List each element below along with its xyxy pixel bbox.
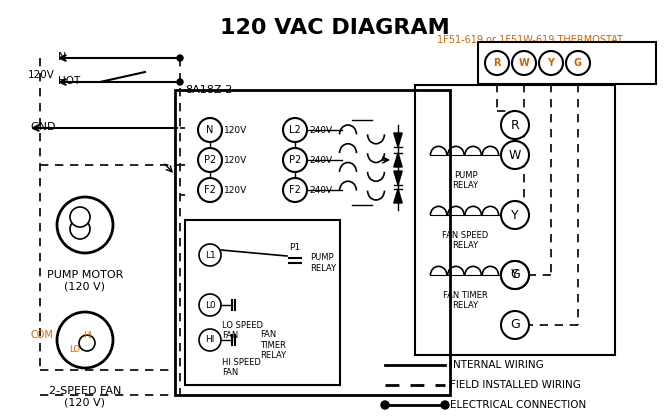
Text: 1F51-619 or 1F51W-619 THERMOSTAT: 1F51-619 or 1F51W-619 THERMOSTAT [437, 35, 623, 45]
Polygon shape [394, 171, 402, 185]
Circle shape [198, 178, 222, 202]
Circle shape [57, 197, 113, 253]
Circle shape [70, 219, 90, 239]
Text: FAN SPEED
RELAY: FAN SPEED RELAY [442, 231, 488, 251]
Circle shape [501, 311, 529, 339]
Text: G: G [574, 58, 582, 68]
Text: PUMP MOTOR
(120 V): PUMP MOTOR (120 V) [47, 270, 123, 292]
Bar [415, 85, 615, 355]
Text: 240V: 240V [309, 155, 332, 165]
Text: COM: COM [30, 330, 53, 340]
Circle shape [199, 244, 221, 266]
Polygon shape [394, 153, 402, 167]
Text: G: G [510, 269, 520, 282]
Circle shape [441, 401, 449, 409]
Text: N: N [206, 125, 214, 135]
Text: 120V: 120V [224, 126, 247, 134]
Text: P2: P2 [204, 155, 216, 165]
Polygon shape [394, 189, 402, 203]
Text: 120V: 120V [28, 70, 55, 80]
Bar [185, 220, 340, 385]
Circle shape [381, 401, 389, 409]
Text: 120V: 120V [224, 186, 247, 194]
Text: LO: LO [70, 346, 80, 354]
Circle shape [177, 55, 183, 61]
Text: R: R [493, 58, 500, 68]
Text: P2: P2 [289, 155, 301, 165]
Circle shape [501, 261, 529, 289]
Text: HI: HI [205, 336, 214, 344]
Polygon shape [394, 133, 402, 147]
Text: N: N [58, 52, 66, 62]
Circle shape [501, 111, 529, 139]
Circle shape [501, 201, 529, 229]
Text: P1: P1 [289, 243, 301, 252]
Circle shape [539, 51, 563, 75]
Text: 240V: 240V [309, 126, 332, 134]
Circle shape [199, 329, 221, 351]
Text: 8A18Z-2: 8A18Z-2 [185, 85, 232, 95]
Text: GND: GND [30, 122, 56, 132]
Bar [175, 90, 450, 395]
Circle shape [177, 79, 183, 85]
Text: F2: F2 [289, 185, 301, 195]
Text: PUMP
RELAY: PUMP RELAY [310, 253, 336, 273]
Text: W: W [509, 148, 521, 161]
Circle shape [70, 207, 90, 227]
Text: LO SPEED
FAN: LO SPEED FAN [222, 321, 263, 340]
Text: PUMP
RELAY: PUMP RELAY [452, 171, 478, 190]
Text: FIELD INSTALLED WIRING: FIELD INSTALLED WIRING [450, 380, 581, 390]
Circle shape [57, 312, 113, 368]
Circle shape [283, 178, 307, 202]
Circle shape [501, 261, 529, 289]
Text: 120 VAC DIAGRAM: 120 VAC DIAGRAM [220, 18, 450, 38]
Text: 120V: 120V [224, 155, 247, 165]
Circle shape [283, 148, 307, 172]
Text: G: G [510, 318, 520, 331]
Text: FAN
TIMER
RELAY: FAN TIMER RELAY [260, 330, 286, 360]
Text: HI: HI [84, 331, 92, 341]
Text: 2-SPEED FAN
(120 V): 2-SPEED FAN (120 V) [49, 386, 121, 408]
Text: L0: L0 [204, 300, 215, 310]
Circle shape [198, 148, 222, 172]
Bar [478, 42, 656, 84]
Circle shape [512, 51, 536, 75]
Text: R: R [511, 119, 519, 132]
Text: ELECTRICAL CONNECTION: ELECTRICAL CONNECTION [450, 400, 586, 410]
Text: FAN TIMER
RELAY: FAN TIMER RELAY [443, 291, 488, 310]
Text: INTERNAL WIRING: INTERNAL WIRING [450, 360, 544, 370]
Text: HI SPEED
FAN: HI SPEED FAN [222, 358, 261, 378]
Circle shape [566, 51, 590, 75]
Text: HOT: HOT [58, 76, 80, 86]
Circle shape [199, 294, 221, 316]
Circle shape [79, 335, 95, 351]
Text: W: W [519, 58, 529, 68]
Text: L2: L2 [289, 125, 301, 135]
Text: Y: Y [511, 269, 519, 282]
Text: 240V: 240V [309, 186, 332, 194]
Circle shape [198, 118, 222, 142]
Text: F2: F2 [204, 185, 216, 195]
Text: L1: L1 [204, 251, 215, 259]
Text: Y: Y [547, 58, 555, 68]
Text: Y: Y [511, 209, 519, 222]
Circle shape [501, 141, 529, 169]
Circle shape [283, 118, 307, 142]
Circle shape [485, 51, 509, 75]
